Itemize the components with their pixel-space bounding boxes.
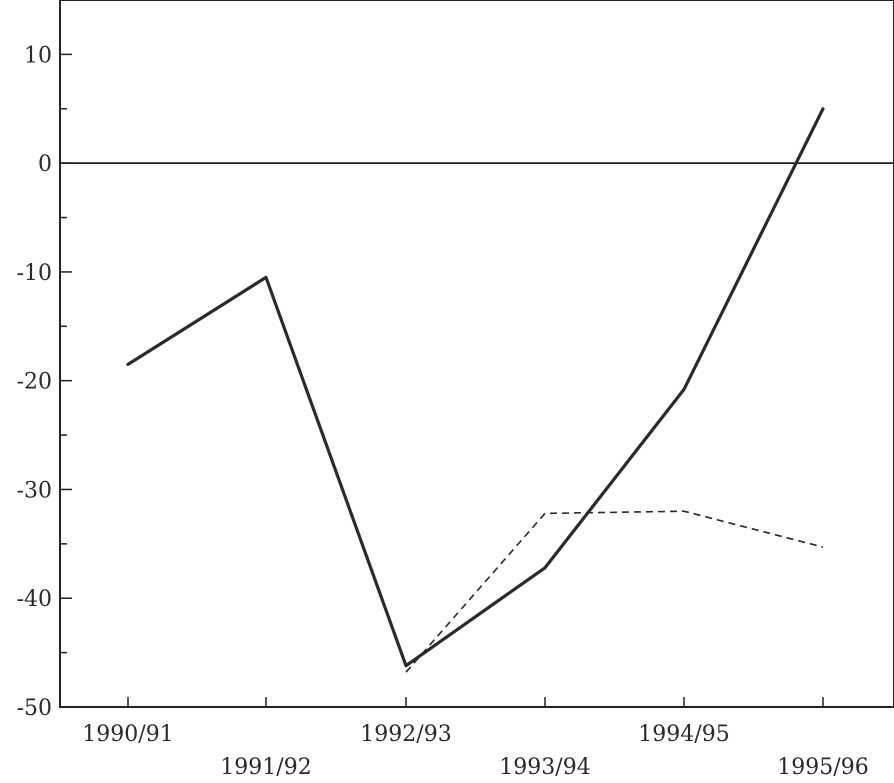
y-tick-label: 0 (38, 152, 52, 177)
x-tick-label: 1991/92 (220, 755, 311, 780)
y-tick-label: -50 (17, 696, 52, 721)
series-layer (126, 107, 825, 673)
x-tick-label: 1993/94 (499, 755, 590, 780)
x-tick-label: 1990/91 (82, 722, 173, 747)
x-tick-label: 1992/93 (360, 722, 451, 747)
y-tick-label: -30 (17, 478, 52, 503)
x-tick-label: 1994/95 (638, 722, 729, 747)
y-axis: 10 0 -10 -20 -30 -40 -50 (17, 43, 72, 721)
x-axis: 1990/91 1991/92 1992/93 1993/94 1994/95 1995/… (82, 697, 869, 780)
solid-series-line (126, 107, 825, 668)
y-tick-label: -10 (17, 261, 52, 286)
y-tick-label: -40 (17, 587, 52, 612)
y-tick-label: 10 (24, 43, 52, 68)
dashed-series-line (405, 510, 824, 673)
x-tick-label: 1995/96 (777, 755, 868, 780)
y-tick-label: -20 (17, 370, 52, 395)
plot-frame (59, 0, 894, 708)
